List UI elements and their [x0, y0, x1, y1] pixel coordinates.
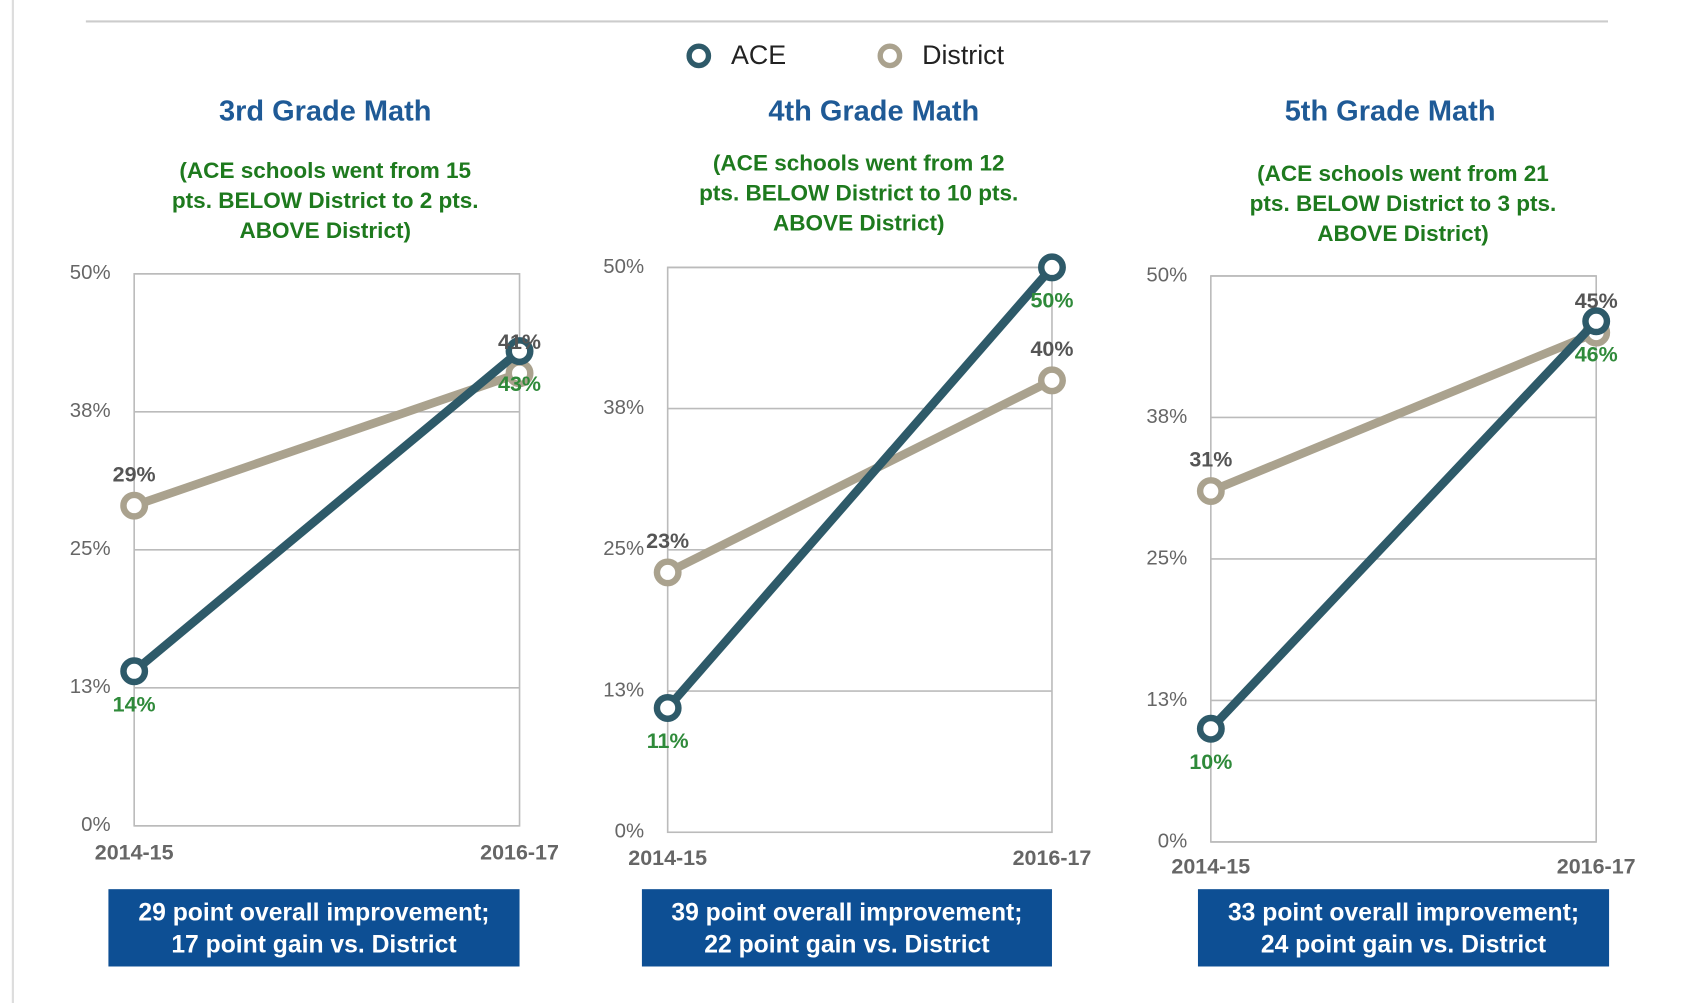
note-text: 29 point overall improvement; — [138, 899, 489, 926]
series-line — [132, 369, 521, 510]
series-line — [131, 347, 523, 675]
chart-subtitle: pts. BELOW District to 3 pts. — [1250, 191, 1557, 216]
chart-subtitle: (ACE schools went from 12 — [713, 150, 1005, 175]
chart-subtitle: (ACE schools went from 15 — [179, 158, 471, 183]
data-point — [1038, 366, 1066, 395]
data-point — [653, 558, 682, 587]
data-label: 23% — [646, 529, 689, 553]
data-point — [1038, 253, 1066, 282]
series-line — [1207, 318, 1600, 732]
data-label: 31% — [1189, 448, 1232, 472]
chart-title: 3rd Grade Math — [219, 95, 431, 127]
data-label: 45% — [1575, 289, 1618, 313]
data-point — [1196, 477, 1225, 506]
y-tick-label: 13% — [1146, 689, 1187, 711]
y-tick-label: 0% — [615, 821, 644, 843]
legend-marker — [686, 43, 712, 69]
y-tick-label: 38% — [603, 397, 644, 419]
data-label: 43% — [498, 372, 541, 396]
note-box — [641, 889, 1052, 967]
y-tick-label: 25% — [603, 538, 644, 560]
x-tick-label: 2016-17 — [1557, 854, 1636, 878]
plot-frame — [133, 273, 521, 827]
data-label: 11% — [647, 729, 689, 753]
y-tick-label: 25% — [70, 538, 111, 560]
note-box — [108, 889, 520, 967]
data-label: 10% — [1189, 750, 1232, 774]
note-box — [1197, 889, 1610, 967]
y-tick-label: 0% — [81, 814, 110, 836]
data-label: 14% — [113, 692, 156, 716]
series-line — [1209, 328, 1598, 496]
data-point — [120, 491, 149, 520]
chart-subtitle: pts. BELOW District to 2 pts. — [172, 188, 479, 213]
chart-subtitle: ABOVE District) — [240, 218, 411, 243]
chart-subtitle: (ACE schools went from 21 — [1257, 161, 1549, 186]
y-tick-label: 38% — [1146, 406, 1187, 428]
data-label: 46% — [1575, 342, 1618, 366]
legend-label: District — [922, 40, 1004, 70]
chart-subtitle: ABOVE District) — [1317, 221, 1488, 246]
x-tick-label: 2014-15 — [95, 840, 174, 864]
note-text: 22 point gain vs. District — [704, 932, 989, 959]
data-label: 29% — [113, 462, 156, 486]
plot-frame — [1210, 275, 1598, 843]
chart-title: 5th Grade Math — [1285, 95, 1496, 127]
x-tick-label: 2014-15 — [1171, 854, 1250, 878]
y-tick-label: 50% — [1146, 264, 1187, 286]
x-tick-label: 2016-17 — [1013, 846, 1092, 870]
data-label: 40% — [1030, 337, 1073, 361]
chart-subtitle: pts. BELOW District to 10 pts. — [699, 180, 1018, 205]
data-point — [120, 657, 149, 686]
data-point — [1582, 307, 1611, 336]
note-text: 33 point overall improvement; — [1228, 899, 1579, 926]
chart-subtitle: ABOVE District) — [773, 210, 944, 235]
data-label: 41% — [498, 330, 541, 354]
y-tick-label: 13% — [70, 676, 111, 698]
chart-title: 4th Grade Math — [768, 95, 979, 127]
x-tick-label: 2014-15 — [628, 846, 707, 870]
y-tick-label: 13% — [603, 679, 644, 701]
note-text: 24 point gain vs. District — [1261, 932, 1546, 959]
x-tick-label: 2016-17 — [480, 840, 559, 864]
legend-marker — [877, 43, 903, 69]
y-tick-label: 38% — [70, 400, 111, 422]
data-label: 50% — [1030, 288, 1073, 312]
series-line — [665, 376, 1054, 577]
data-point — [1196, 714, 1225, 743]
y-tick-label: 50% — [603, 256, 644, 278]
series-line — [664, 264, 1056, 711]
legend-label: ACE — [731, 40, 786, 70]
note-text: 17 point gain vs. District — [171, 932, 456, 959]
y-tick-label: 50% — [70, 262, 111, 284]
data-point — [505, 337, 534, 366]
note-text: 39 point overall improvement; — [671, 899, 1022, 926]
y-tick-label: 25% — [1146, 547, 1187, 569]
plot-frame — [666, 266, 1053, 834]
y-tick-label: 0% — [1158, 830, 1187, 852]
data-point — [653, 694, 682, 722]
